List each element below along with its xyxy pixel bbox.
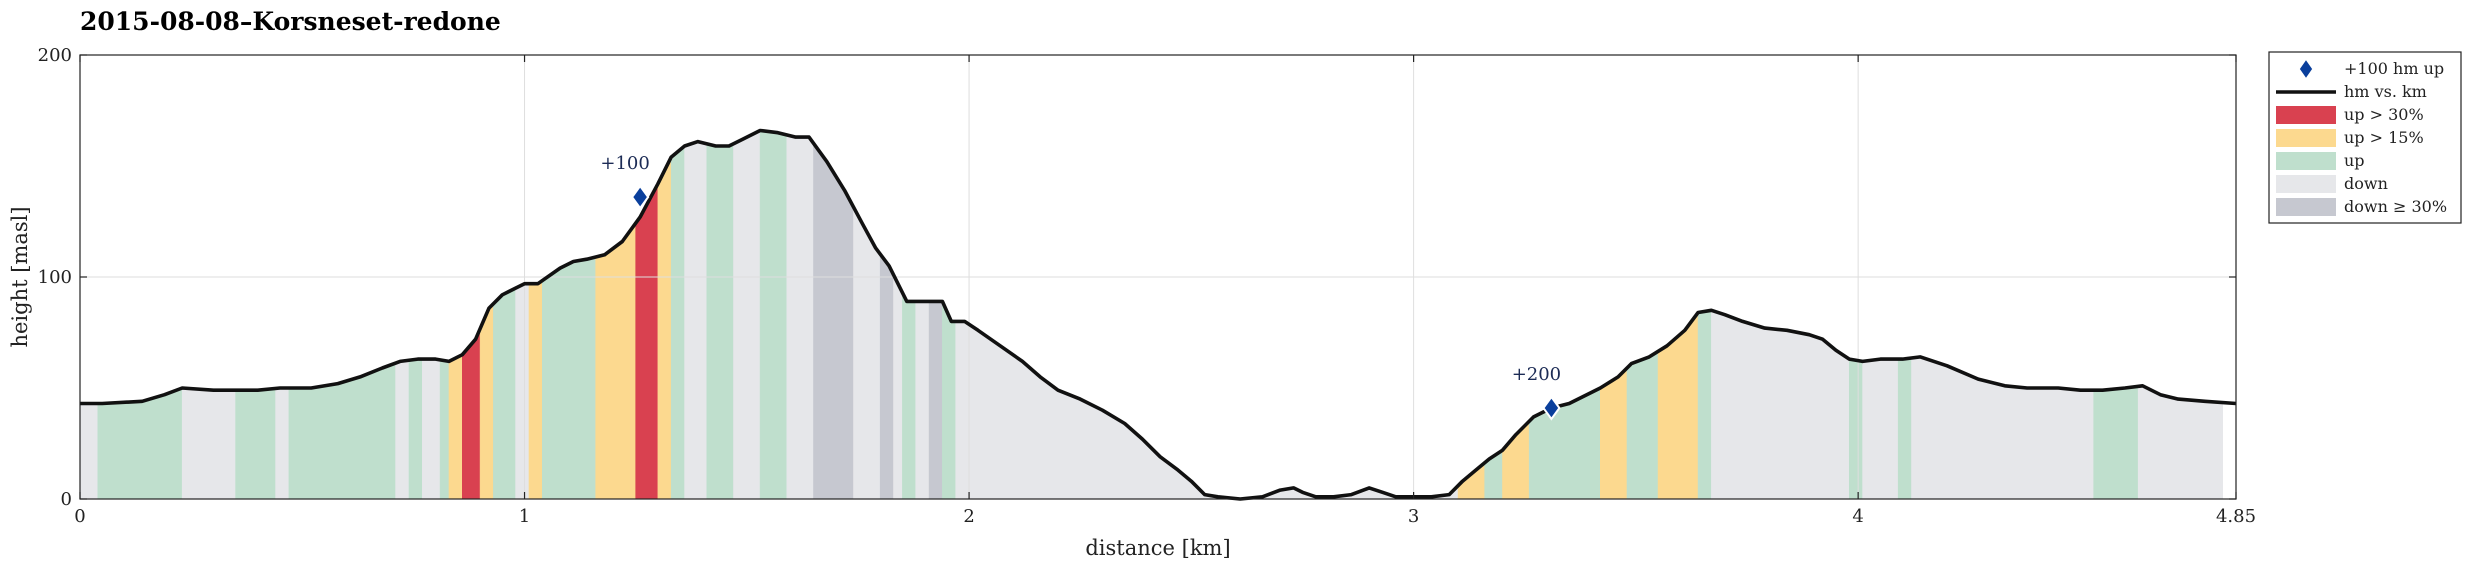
marker-label-1: +200 bbox=[1512, 364, 1561, 385]
x-tick-label: 4 bbox=[1852, 506, 1863, 527]
x-tick-label: 0 bbox=[74, 506, 85, 527]
legend-label-line: hm vs. km bbox=[2344, 82, 2427, 101]
segment-up bbox=[902, 292, 916, 500]
y-tick-label: 0 bbox=[61, 489, 72, 510]
legend-label-up30: up > 30% bbox=[2344, 105, 2424, 124]
legend-label-up15: up > 15% bbox=[2344, 128, 2424, 147]
segment-up30 bbox=[635, 183, 659, 500]
segment-down bbox=[395, 359, 410, 500]
x-tick-label: 4.85 bbox=[2216, 506, 2256, 527]
segment-up15 bbox=[657, 156, 672, 500]
segment-up bbox=[670, 145, 685, 500]
legend: +100 hm up hm vs. km up > 30% up > 15% up dow… bbox=[2268, 51, 2462, 224]
legend-swatch-down bbox=[2276, 175, 2336, 193]
segment-down bbox=[955, 321, 1459, 500]
segment-up bbox=[1697, 309, 1712, 500]
markers-layer: +100 +200 bbox=[600, 153, 1561, 421]
legend-label-up: up bbox=[2344, 151, 2365, 170]
y-tick-label: 200 bbox=[38, 45, 72, 66]
segment-up15 bbox=[1657, 311, 1699, 500]
legend-swatch-up30 bbox=[2276, 106, 2336, 124]
segment-down bbox=[733, 130, 761, 500]
segment-up15 bbox=[528, 280, 543, 500]
segment-up bbox=[493, 287, 516, 500]
segment-down bbox=[1862, 358, 1899, 500]
y-axis-label: height [masl] bbox=[8, 206, 32, 347]
marker-diamond-0 bbox=[630, 184, 650, 210]
legend-swatch-up bbox=[2276, 152, 2336, 170]
segment-down bbox=[893, 274, 903, 500]
plot-area: +100 +200 bbox=[79, 54, 2237, 501]
segment-down bbox=[515, 283, 530, 500]
segment-up bbox=[542, 256, 596, 500]
marker-label-0: +100 bbox=[600, 153, 649, 174]
legend-swatch-up15 bbox=[2276, 129, 2336, 147]
x-tick-label: 1 bbox=[519, 506, 530, 527]
x-axis-label: distance [km] bbox=[1085, 536, 1230, 560]
legend-swatch-marker bbox=[2298, 57, 2314, 81]
segment-up bbox=[942, 301, 956, 500]
x-tick-label: 3 bbox=[1408, 506, 1419, 527]
segment-up15 bbox=[448, 354, 463, 500]
segment-up15 bbox=[479, 302, 494, 500]
elevation-line bbox=[80, 128, 2237, 501]
x-tick-label: 2 bbox=[963, 506, 974, 527]
marker-diamond-1 bbox=[1542, 395, 1561, 421]
segment-up bbox=[1626, 350, 1659, 500]
legend-label-down30: down ≥ 30% bbox=[2344, 197, 2447, 216]
segment-down bbox=[786, 134, 814, 500]
segment-up bbox=[2093, 385, 2139, 500]
segment-up bbox=[408, 358, 423, 500]
legend-label-down: down bbox=[2344, 174, 2388, 193]
axes: 0 1 2 3 4 4.85 0 100 200 distance [km] height [… bbox=[8, 45, 2256, 560]
x-axis-ticks: 0 1 2 3 4 4.85 bbox=[74, 55, 2256, 527]
legend-swatch-down30 bbox=[2276, 198, 2336, 216]
segment-up bbox=[1849, 358, 1863, 500]
chart-title: 2015-08-08–Korsneset-redone bbox=[80, 7, 501, 36]
segment-up bbox=[235, 388, 276, 500]
segment-down bbox=[1711, 309, 1850, 500]
segment-down bbox=[1911, 356, 2094, 500]
segment-down bbox=[181, 387, 236, 500]
segment-down30 bbox=[928, 301, 943, 500]
y-tick-label: 100 bbox=[38, 267, 72, 288]
segment-down bbox=[915, 301, 930, 500]
segment-up15 bbox=[1600, 367, 1628, 500]
segment-down bbox=[79, 403, 99, 500]
segment-down bbox=[422, 358, 441, 500]
profile-layer bbox=[80, 128, 2237, 501]
segment-down bbox=[275, 387, 290, 500]
segment-up bbox=[439, 359, 450, 500]
legend-label-marker: +100 hm up bbox=[2344, 59, 2444, 78]
segment-up bbox=[706, 143, 734, 500]
segment-up bbox=[759, 130, 788, 500]
gradient-segments bbox=[79, 130, 2223, 500]
y-axis-ticks: 0 100 200 bbox=[38, 45, 2236, 510]
segment-down bbox=[684, 141, 708, 500]
segment-up15 bbox=[595, 222, 636, 500]
segment-up bbox=[1897, 357, 1912, 500]
segment-down30 bbox=[879, 253, 894, 500]
